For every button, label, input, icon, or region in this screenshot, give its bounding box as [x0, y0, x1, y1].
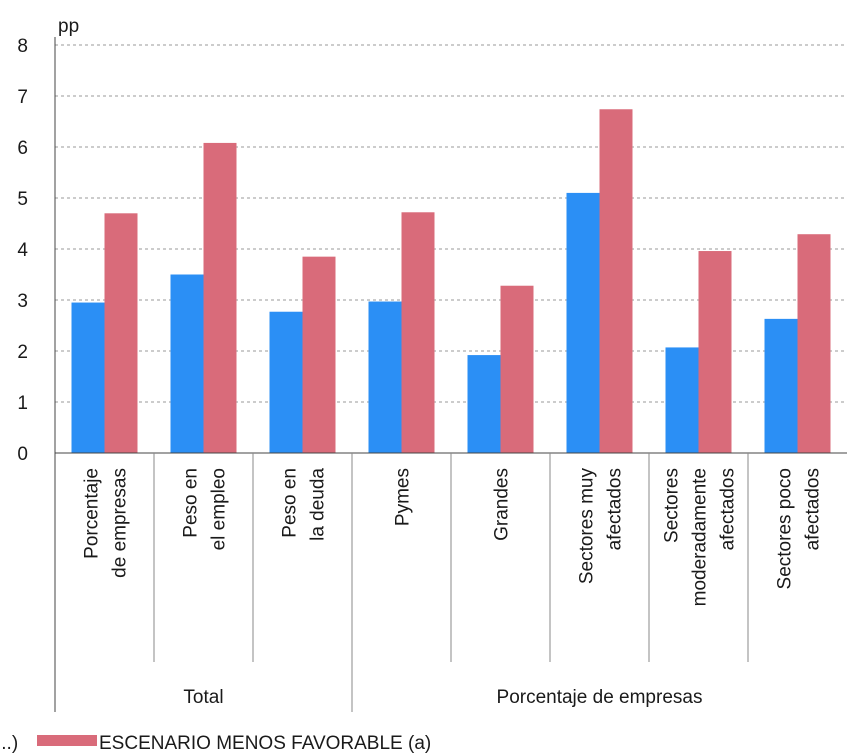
category-label-line: afectados: [605, 468, 626, 550]
bar-series2-3: [302, 256, 336, 453]
bars: [71, 109, 831, 454]
y-tick-label: 8: [17, 36, 28, 57]
category-label-line: Porcentaje: [82, 468, 103, 559]
category-label: Peso en el empleo: [181, 468, 230, 550]
category-label: Porcentaje de empresas: [82, 468, 131, 578]
y-tick-label: 7: [17, 87, 28, 108]
category-label: Sectores poco afectados: [775, 468, 824, 589]
category-label: Sectores muy afectados: [577, 468, 626, 585]
category-label: Pymes: [393, 468, 414, 526]
category-label-line: Grandes: [492, 468, 513, 541]
legend: ...) ESCENARIO MENOS FAVORABLE (a): [0, 733, 431, 754]
category-label-line: Sectores muy: [577, 468, 598, 585]
bar-series2-4: [401, 212, 435, 453]
bar-series1-2: [170, 274, 204, 453]
bar-series2-1: [104, 213, 138, 453]
y-tick-label: 4: [17, 240, 28, 261]
bar-series1-3: [269, 311, 303, 453]
bar-series1-8: [764, 318, 798, 453]
category-label-line: moderadamente: [690, 468, 711, 606]
bar-series2-6: [599, 109, 633, 453]
category-label-line: Peso en: [280, 468, 301, 538]
y-axis-label: pp: [58, 16, 79, 37]
bar-series1-7: [665, 347, 699, 453]
category-label: Peso en la deuda: [280, 468, 329, 541]
y-tick-label: 6: [17, 138, 28, 159]
bar-series1-1: [71, 302, 105, 453]
bar-series2-8: [797, 234, 831, 453]
category-label: Grandes: [492, 468, 513, 541]
legend-label-1: ...): [0, 733, 18, 754]
group-label: Porcentaje de empresas: [497, 687, 703, 708]
legend-label-2: ESCENARIO MENOS FAVORABLE (a): [99, 733, 431, 754]
group-label: Total: [183, 687, 223, 708]
category-label-line: el empleo: [209, 468, 230, 550]
bar-series2-7: [698, 251, 732, 453]
bar-series1-4: [368, 301, 402, 453]
category-label-line: la deuda: [308, 468, 329, 541]
x-axis: Porcentaje de empresas Peso en el empleo Pes…: [55, 452, 847, 712]
bar-series2-5: [500, 285, 534, 453]
category-label-line: Peso en: [181, 468, 202, 538]
category-label-line: Sectores: [662, 468, 683, 543]
category-label: Sectores moderadamente afectados: [662, 468, 739, 606]
y-tick-label: 3: [17, 291, 28, 312]
y-tick-label: 2: [17, 342, 28, 363]
y-tick-label: 0: [17, 444, 28, 465]
category-label-line: de empresas: [110, 468, 131, 578]
bar-series1-5: [467, 355, 501, 453]
bar-series1-6: [566, 192, 600, 453]
category-label-line: afectados: [718, 468, 739, 550]
y-tick-label: 5: [17, 189, 28, 210]
bar-series2-2: [203, 142, 237, 454]
y-tick-label: 1: [17, 393, 28, 414]
legend-swatch-2: [37, 735, 97, 746]
y-axis: 0 1 2 3 4 5 6 7 8: [17, 36, 56, 712]
category-label-line: Sectores poco: [775, 468, 796, 589]
category-label-line: afectados: [803, 468, 824, 550]
category-label-line: Pymes: [393, 468, 414, 526]
